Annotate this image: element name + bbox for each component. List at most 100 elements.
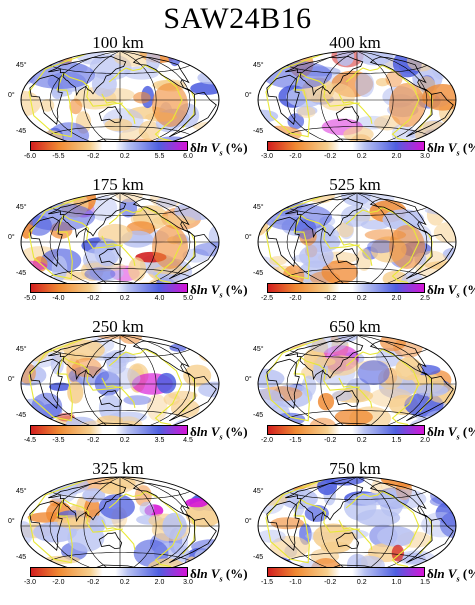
color-scale-ticks: -5.0 -4.0 -0.2 0.2 4.0 5.0 xyxy=(24,295,193,305)
tomography-map xyxy=(257,192,457,292)
unit-subscript: s xyxy=(219,432,223,442)
depth-label: 325 km xyxy=(92,459,144,478)
unit-delta: δ xyxy=(190,282,197,297)
depth-panel: 650 km 45° 0° -45 -2.0 -1.5 -0.2 0.2 1.5 2.0 δln V… xyxy=(245,318,475,463)
depth-panel: 325 km 45° 0° -45 -3.0 -2.0 -0.2 0.2 2.0 3.0 δln V… xyxy=(8,459,248,605)
velocity-anomaly xyxy=(297,106,316,118)
depth-label: 525 km xyxy=(329,175,381,194)
graticule xyxy=(258,335,456,433)
color-scale-ticks: -2.0 -1.5 -0.2 0.2 1.5 2.0 xyxy=(261,437,430,447)
graticule xyxy=(258,477,456,575)
velocity-anomaly xyxy=(21,90,41,117)
unit-subscript: s xyxy=(219,574,223,584)
latitude-label: -45 xyxy=(16,270,27,277)
scale-tick-label: -0.2 xyxy=(87,295,100,302)
depth-panel: 750 km 45° 0° -45 -1.5 -1.0 -0.2 0.2 1.0 1.5 δln V… xyxy=(245,460,475,605)
velocity-anomaly xyxy=(208,225,219,249)
color-scale-bar xyxy=(30,567,188,577)
latitude-label: 45° xyxy=(16,488,27,495)
scale-tick-label: -4.0 xyxy=(52,295,65,302)
graticule xyxy=(21,477,219,575)
tomography-map xyxy=(257,50,457,150)
velocity-anomaly xyxy=(133,91,151,104)
unit-delta: δ xyxy=(427,566,434,581)
unit-ln: ln xyxy=(433,282,445,297)
velocity-anomaly xyxy=(377,526,415,547)
unit-percent: (%) xyxy=(462,140,475,155)
scale-tick-label: -0.2 xyxy=(324,295,337,302)
depth-label: 750 km xyxy=(329,459,381,478)
velocity-anomaly xyxy=(299,244,334,268)
latitude-label: 45° xyxy=(253,62,264,69)
unit-v: V xyxy=(447,282,457,297)
unit-ln: ln xyxy=(433,140,445,155)
scale-unit-label: δln Vs (%) xyxy=(190,282,248,300)
velocity-anomaly xyxy=(337,335,359,343)
scale-tick-label: 0.2 xyxy=(119,153,130,160)
unit-v: V xyxy=(447,566,457,581)
velocity-anomaly xyxy=(98,394,122,422)
velocity-anomaly xyxy=(175,335,205,344)
scale-tick-label: -1.0 xyxy=(289,579,302,586)
velocity-anomaly xyxy=(422,84,456,111)
velocity-anomaly xyxy=(89,515,106,533)
velocity-anomaly xyxy=(391,544,405,562)
unit-subscript: s xyxy=(456,148,460,158)
velocity-anomaly xyxy=(426,204,445,226)
coastlines xyxy=(29,482,217,571)
scale-tick-label: -2.0 xyxy=(52,579,65,586)
scale-tick-label: 5.0 xyxy=(183,295,193,302)
scale-tick-label: -0.2 xyxy=(87,579,100,586)
velocity-anomaly xyxy=(114,193,144,203)
unit-delta: δ xyxy=(190,566,197,581)
scale-tick-label: -6.0 xyxy=(23,153,37,160)
scale-tick-label: 3.0 xyxy=(420,153,430,160)
latitude-label: 45° xyxy=(253,488,264,495)
color-scale-ticks: -3.0 -2.0 -0.2 0.2 2.0 3.0 xyxy=(24,579,193,589)
color-scale-ticks: -3.0 -2.0 -0.2 0.2 2.0 3.0 xyxy=(261,153,430,163)
velocity-anomaly xyxy=(91,71,117,98)
velocity-anomaly xyxy=(139,501,155,516)
color-scale-ticks: -2.5 -2.0 -0.2 0.2 2.0 2.5 xyxy=(261,295,430,305)
scale-tick-label: 0.2 xyxy=(356,153,367,160)
velocity-anomaly xyxy=(185,498,209,508)
plate-boundaries xyxy=(28,337,196,426)
unit-percent: (%) xyxy=(462,424,475,439)
tomography-map xyxy=(20,192,220,292)
velocity-anomaly xyxy=(98,494,135,520)
velocity-anomaly xyxy=(391,123,415,145)
scale-unit-label: δln Vs (%) xyxy=(190,566,248,584)
velocity-anomaly xyxy=(384,489,427,509)
unit-delta: δ xyxy=(427,140,434,155)
scale-unit-label: δln Vs (%) xyxy=(427,282,475,300)
velocity-anomaly xyxy=(123,395,152,405)
color-scale-bar xyxy=(30,283,188,293)
velocity-anomaly xyxy=(343,126,374,143)
scale-tick-label: 3.0 xyxy=(183,579,193,586)
scale-tick-label: 6.0 xyxy=(183,153,193,160)
scale-tick-label: 3.5 xyxy=(154,437,165,444)
velocity-anomaly xyxy=(304,504,329,522)
velocity-anomaly xyxy=(192,51,218,63)
unit-ln: ln xyxy=(196,424,208,439)
velocity-anomaly xyxy=(317,393,335,411)
unit-delta: δ xyxy=(427,424,434,439)
scale-tick-label: -5.5 xyxy=(52,153,65,160)
graticule xyxy=(258,51,456,149)
latitude-label: -45 xyxy=(253,270,264,277)
latitude-label: 45° xyxy=(16,62,27,69)
velocity-anomaly xyxy=(334,408,373,426)
unit-ln: ln xyxy=(196,140,208,155)
unit-ln: ln xyxy=(196,282,208,297)
scale-tick-label: -1.5 xyxy=(260,579,274,586)
unit-percent: (%) xyxy=(462,566,475,581)
unit-v: V xyxy=(447,140,457,155)
latitude-label: 0° xyxy=(245,518,252,525)
latitude-label: -45 xyxy=(253,554,264,561)
depth-panel: 400 km 45° 0° -45 -3.0 -2.0 -0.2 0.2 2.0 3.0 δln V… xyxy=(245,34,475,179)
scale-tick-label: 4.0 xyxy=(154,295,165,302)
unit-percent: (%) xyxy=(225,566,248,581)
tomography-map xyxy=(257,334,457,434)
velocity-anomaly xyxy=(269,256,287,266)
velocity-anomaly xyxy=(331,390,353,402)
